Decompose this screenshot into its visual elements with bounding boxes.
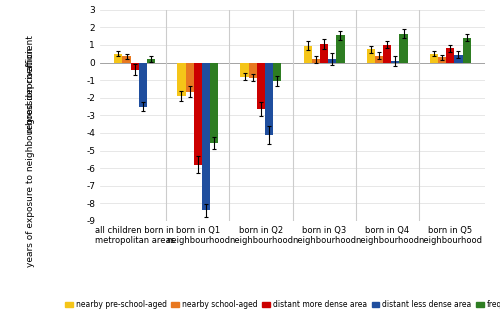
Bar (375, 56, 383, 62)
Bar (147, 59, 155, 62)
Bar (273, 62, 281, 81)
Bar (202, 62, 210, 211)
Bar (248, 62, 257, 78)
Bar (130, 62, 139, 70)
Bar (392, 61, 400, 62)
Bar (194, 62, 202, 165)
Bar (383, 45, 392, 62)
Bar (366, 49, 375, 62)
Bar (462, 38, 471, 62)
Bar (446, 48, 454, 62)
Bar (400, 33, 407, 62)
Bar (304, 46, 312, 62)
Bar (312, 59, 320, 62)
Bar (257, 62, 265, 109)
Bar (186, 62, 194, 92)
Bar (320, 44, 328, 62)
Bar (438, 57, 446, 62)
Bar (210, 62, 218, 143)
Text: years of exposure to neighbourhood deprivation: years of exposure to neighbourhood depri… (26, 48, 35, 267)
Bar (265, 62, 274, 135)
Bar (122, 57, 130, 62)
Bar (430, 54, 438, 62)
Bar (114, 54, 122, 62)
Text: regression coefficient: regression coefficient (26, 35, 35, 133)
Bar (336, 35, 344, 62)
Bar (178, 62, 186, 96)
Bar (139, 62, 147, 107)
Bar (328, 59, 336, 62)
Legend: nearby pre-school-aged, nearby school-aged, distant more dense area, distant les: nearby pre-school-aged, nearby school-ag… (62, 297, 500, 312)
Bar (240, 62, 248, 77)
Bar (454, 55, 462, 62)
